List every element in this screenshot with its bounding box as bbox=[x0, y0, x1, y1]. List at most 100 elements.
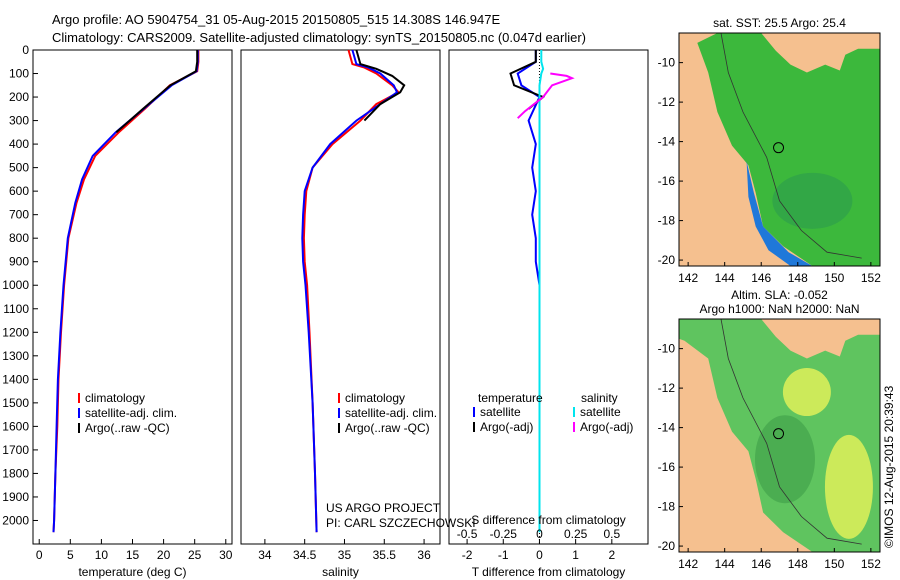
difference-x2-tick-label: 0.25 bbox=[564, 527, 588, 541]
difference-salinity-legend-label: Argo(-adj) bbox=[580, 420, 633, 434]
sst-map-argo-marker bbox=[773, 142, 785, 154]
sst-map-frame bbox=[678, 32, 881, 267]
sla-map-title: Altim. SLA: -0.052 bbox=[731, 288, 828, 302]
difference-x2-axis-label: S difference from climatology bbox=[471, 513, 626, 527]
salinity-legend-label: satellite-adj. clim. bbox=[345, 406, 437, 420]
difference-series-line bbox=[516, 50, 541, 309]
salinity-series-line bbox=[301, 49, 399, 533]
salinity-x-tick-label: 34 bbox=[258, 548, 272, 562]
sla-map-x-tick-label: 146 bbox=[751, 557, 771, 571]
sst-map-x-tick-label: 148 bbox=[788, 271, 808, 285]
temperature-series-line bbox=[52, 50, 199, 533]
sst-map-y-tick-label: -20 bbox=[658, 253, 676, 267]
sla-map-bathymetry-contour bbox=[720, 318, 862, 545]
temperature-y-tick-label: 1000 bbox=[2, 278, 29, 292]
difference-x2-tick-label: 0.5 bbox=[603, 527, 620, 541]
sla-map-y-tick-label: -10 bbox=[658, 342, 676, 356]
temperature-x-tick-label: 10 bbox=[95, 548, 109, 562]
difference-legend-header-temperature: temperature bbox=[478, 391, 543, 405]
temperature-y-tick-label: 500 bbox=[9, 161, 29, 175]
sla-map-subtitle: Argo h1000: NaN h2000: NaN bbox=[699, 302, 859, 316]
sst-map-x-tick-label: 152 bbox=[861, 271, 881, 285]
temperature-y-tick-label: 800 bbox=[9, 231, 29, 245]
temperature-x-axis-label: temperature (deg C) bbox=[78, 565, 186, 579]
temperature-series-line bbox=[115, 50, 199, 134]
sla-map-y-tick-label: -18 bbox=[658, 500, 676, 514]
temperature-legend-label: satellite-adj. clim. bbox=[85, 406, 177, 420]
temperature-y-tick-label: 1300 bbox=[2, 349, 29, 363]
salinity-series-line bbox=[355, 49, 406, 122]
sla-map-y-tick-label: -12 bbox=[658, 381, 676, 395]
temperature-y-tick-label: 1700 bbox=[2, 443, 29, 457]
temperature-y-tick-label: 1100 bbox=[3, 302, 29, 316]
salinity-x-axis-label: salinity bbox=[322, 565, 359, 579]
sst-map-title: sat. SST: 25.5 Argo: 25.4 bbox=[713, 16, 846, 30]
sst-map-x-tick-label: 146 bbox=[751, 271, 771, 285]
temperature-legend-label: climatology bbox=[85, 391, 145, 405]
sst-map-y-tick-label: -12 bbox=[658, 95, 676, 109]
salinity-x-tick-label: 36 bbox=[417, 548, 431, 562]
temperature-y-tick-label: 400 bbox=[9, 137, 29, 151]
salinity-plot-frame bbox=[240, 49, 441, 545]
salinity-legend-label: Argo(..raw -QC) bbox=[345, 421, 430, 435]
temperature-y-tick-label: 1500 bbox=[2, 396, 29, 410]
sst-map-x-tick-label: 144 bbox=[715, 271, 735, 285]
sla-map-frame bbox=[678, 318, 881, 553]
temperature-series-line bbox=[52, 50, 200, 533]
temperature-x-tick-label: 5 bbox=[67, 548, 74, 562]
temperature-y-tick-label: 1200 bbox=[2, 325, 29, 339]
figure-title-line2: Climatology: CARS2009. Satellite-adjuste… bbox=[52, 30, 587, 45]
salinity-legend-label: climatology bbox=[345, 391, 405, 405]
salinity-x-tick-label: 35.5 bbox=[373, 548, 397, 562]
temperature-y-tick-label: 1600 bbox=[2, 419, 29, 433]
sla-map-x-tick-label: 142 bbox=[678, 557, 698, 571]
temperature-y-tick-label: 700 bbox=[9, 208, 29, 222]
sst-map-bathymetry-contour bbox=[720, 32, 862, 259]
figure-title-line1: Argo profile: AO 5904754_31 05-Aug-2015 … bbox=[52, 12, 501, 27]
temperature-x-tick-label: 25 bbox=[188, 548, 202, 562]
difference-temperature-legend-label: satellite bbox=[480, 405, 521, 419]
sla-map-y-tick-label: -20 bbox=[658, 539, 676, 553]
difference-x2-tick-label: -0.5 bbox=[457, 527, 478, 541]
difference-x-tick-label: -1 bbox=[498, 548, 509, 562]
sla-map-argo-marker bbox=[773, 428, 785, 440]
salinity-x-tick-label: 35 bbox=[338, 548, 352, 562]
sst-map-cool-coastal-band bbox=[746, 161, 813, 266]
temperature-y-tick-label: 900 bbox=[9, 255, 29, 269]
temperature-y-tick-label: 1900 bbox=[2, 490, 29, 504]
difference-legend-header-salinity: salinity bbox=[581, 391, 618, 405]
temperature-y-tick-label: 200 bbox=[9, 90, 29, 104]
salinity-x-tick-label: 34.5 bbox=[293, 548, 317, 562]
temperature-y-tick-label: 300 bbox=[9, 114, 29, 128]
difference-temperature-legend-label: Argo(-adj) bbox=[480, 420, 533, 434]
temperature-x-tick-label: 0 bbox=[36, 548, 43, 562]
sst-map-y-tick-label: -10 bbox=[658, 56, 676, 70]
temperature-y-tick-label: 2000 bbox=[2, 513, 29, 527]
project-label: US ARGO PROJECT bbox=[326, 501, 441, 515]
temperature-y-tick-label: 100 bbox=[9, 67, 29, 81]
sla-map-y-tick-label: -16 bbox=[658, 460, 676, 474]
sst-map-warm-patch bbox=[772, 172, 853, 229]
difference-salinity-legend-label: satellite bbox=[580, 405, 621, 419]
difference-x-tick-label: 1 bbox=[572, 548, 579, 562]
difference-plot-frame bbox=[448, 49, 649, 545]
sst-map-y-tick-label: -16 bbox=[658, 174, 676, 188]
temperature-y-tick-label: 0 bbox=[22, 43, 29, 57]
difference-x2-tick-label: -0.25 bbox=[490, 527, 518, 541]
sla-map-y-tick-label: -14 bbox=[658, 421, 676, 435]
difference-series-line bbox=[538, 50, 545, 533]
sla-map-x-tick-label: 144 bbox=[715, 557, 735, 571]
sla-map-x-tick-label: 150 bbox=[824, 557, 844, 571]
difference-x-axis-label: T difference from climatology bbox=[472, 565, 626, 579]
temperature-y-tick-label: 600 bbox=[9, 184, 29, 198]
temperature-x-tick-label: 15 bbox=[126, 548, 140, 562]
temperature-y-tick-label: 1400 bbox=[2, 372, 29, 386]
sla-map-high-anomaly bbox=[782, 368, 831, 417]
difference-series-line bbox=[517, 72, 575, 119]
sst-map-y-tick-label: -14 bbox=[658, 135, 676, 149]
difference-x-tick-label: 0 bbox=[536, 548, 543, 562]
sla-map-high-anomaly bbox=[824, 434, 873, 539]
temperature-x-tick-label: 30 bbox=[219, 548, 233, 562]
pi-label: PI: CARL SZCZECHOWSKI bbox=[326, 516, 476, 530]
